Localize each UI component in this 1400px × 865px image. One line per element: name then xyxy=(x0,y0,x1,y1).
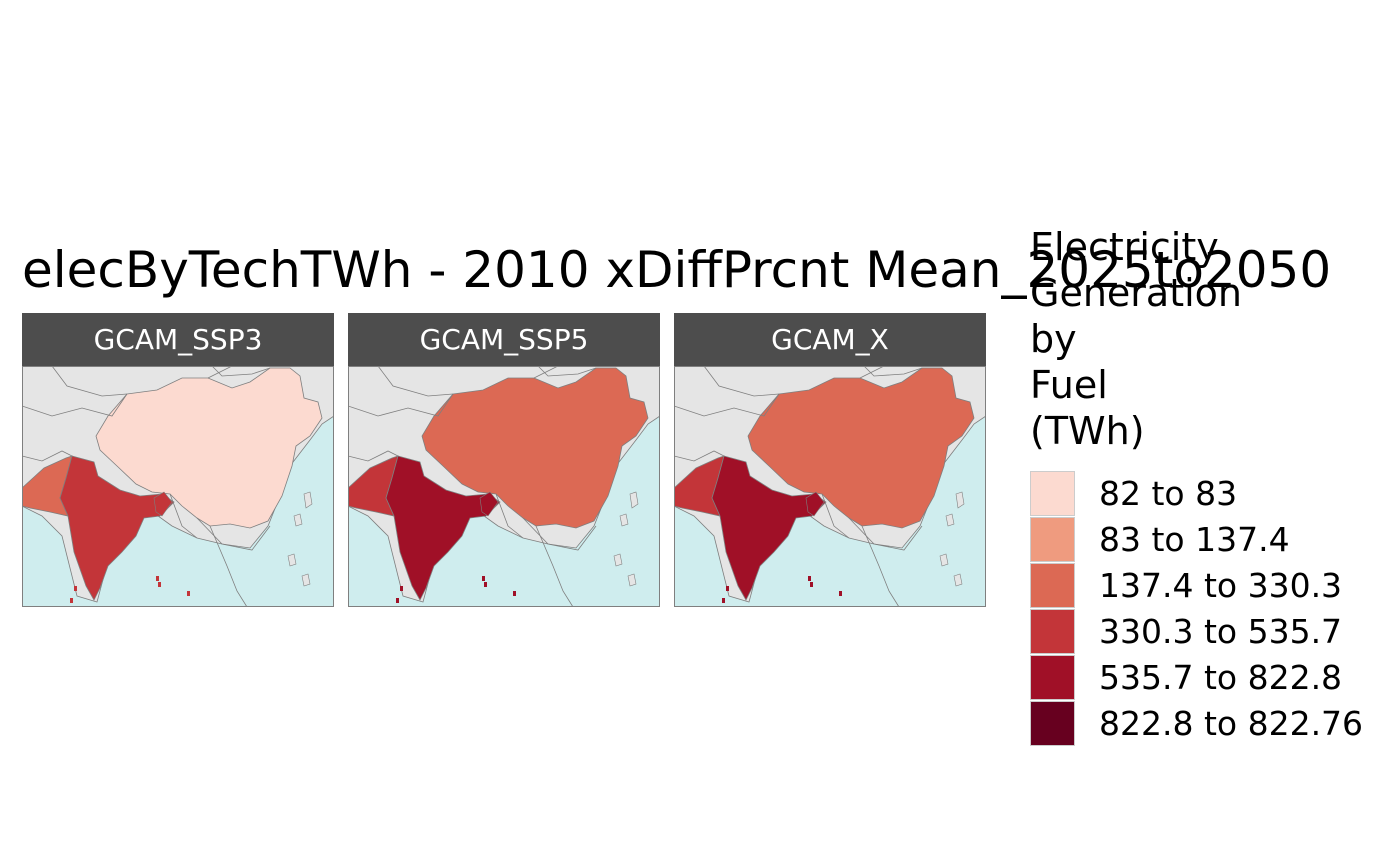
facet-map xyxy=(22,366,334,607)
legend-swatch xyxy=(1030,701,1075,746)
legend-label: 82 to 83 xyxy=(1099,474,1238,513)
island-marker xyxy=(726,586,729,591)
country-border xyxy=(169,493,198,539)
country-border xyxy=(863,366,923,377)
legend-title: Electricity Generation by Fuel (TWh) xyxy=(1030,224,1242,454)
country-border xyxy=(674,393,780,417)
island-marker xyxy=(722,598,725,603)
island-marker xyxy=(158,582,161,587)
region-india xyxy=(711,455,827,601)
island-marker xyxy=(156,576,159,581)
legend-item: 83 to 137.4 xyxy=(1030,517,1370,563)
region-china xyxy=(747,367,975,529)
panel-frame xyxy=(674,366,986,607)
legend-label: 83 to 137.4 xyxy=(1099,520,1290,559)
facet-strip-label: GCAM_SSP5 xyxy=(348,313,660,366)
region-taiwan xyxy=(629,491,639,509)
island-marker xyxy=(396,598,399,603)
panel-frame xyxy=(22,366,334,607)
region-taiwan xyxy=(955,491,965,509)
legend-item: 822.8 to 822.76 xyxy=(1030,701,1370,747)
legend-label: 822.8 to 822.76 xyxy=(1099,704,1364,743)
facet-strip-label: GCAM_X xyxy=(674,313,986,366)
legend-item: 535.7 to 822.8 xyxy=(1030,655,1370,701)
facet-panel: GCAM_SSP5 xyxy=(348,313,660,607)
legend-label: 535.7 to 822.8 xyxy=(1099,658,1343,697)
country-border xyxy=(196,517,271,551)
legend-title-line: Fuel xyxy=(1030,363,1108,407)
legend-swatch xyxy=(1030,517,1075,562)
island-marker xyxy=(187,591,190,596)
legend-swatch xyxy=(1030,471,1075,516)
island-marker xyxy=(482,576,485,581)
legend-title-line: (TWh) xyxy=(1030,409,1145,453)
region-india xyxy=(385,455,501,601)
island-region xyxy=(939,513,963,587)
region-china xyxy=(421,367,649,529)
legend-swatch xyxy=(1030,563,1075,608)
panel-frame xyxy=(348,366,660,607)
region-bangladesh xyxy=(153,491,173,517)
island-marker xyxy=(400,586,403,591)
legend-title-line: Electricity xyxy=(1030,225,1219,269)
country-border xyxy=(207,366,233,379)
legend-label: 137.4 to 330.3 xyxy=(1099,566,1343,605)
country-border xyxy=(211,366,271,377)
facet-panel: GCAM_X xyxy=(674,313,986,607)
country-border xyxy=(377,366,454,397)
country-border xyxy=(209,525,248,607)
country-border xyxy=(821,493,850,539)
island-marker xyxy=(810,582,813,587)
island-marker xyxy=(484,582,487,587)
country-border xyxy=(533,366,559,379)
country-border xyxy=(495,493,524,539)
country-border xyxy=(861,525,900,607)
country-border xyxy=(348,450,399,462)
region-china xyxy=(95,367,323,529)
map-legend: Electricity Generation by Fuel (TWh) 82 … xyxy=(1030,224,1363,746)
facet-map xyxy=(674,366,986,607)
legend-swatch xyxy=(1030,609,1075,654)
legend-title-line: by xyxy=(1030,317,1077,361)
region-india xyxy=(59,455,175,601)
country-border xyxy=(51,366,128,397)
island-marker xyxy=(70,598,73,603)
legend-item: 137.4 to 330.3 xyxy=(1030,563,1370,609)
region-bangladesh xyxy=(479,491,499,517)
facet-strip-label: GCAM_SSP3 xyxy=(22,313,334,366)
country-border xyxy=(703,366,780,397)
country-border xyxy=(348,393,454,417)
legend-item: 82 to 83 xyxy=(1030,471,1370,517)
island-region xyxy=(613,513,637,587)
facet-panel: GCAM_SSP3 xyxy=(22,313,334,607)
island-marker xyxy=(808,576,811,581)
island-marker xyxy=(74,586,77,591)
country-border xyxy=(22,450,73,462)
country-border xyxy=(848,517,923,551)
legend-title-line: Generation xyxy=(1030,271,1242,315)
legend-label: 330.3 to 535.7 xyxy=(1099,612,1343,651)
country-border xyxy=(22,393,128,417)
region-bangladesh xyxy=(805,491,825,517)
country-border xyxy=(537,366,597,377)
island-marker xyxy=(513,591,516,596)
facet-map xyxy=(348,366,660,607)
country-border xyxy=(674,450,725,462)
country-border xyxy=(522,517,597,551)
country-border xyxy=(535,525,574,607)
island-marker xyxy=(839,591,842,596)
legend-swatch xyxy=(1030,655,1075,700)
region-taiwan xyxy=(303,491,313,509)
legend-item: 330.3 to 535.7 xyxy=(1030,609,1370,655)
country-border xyxy=(859,366,885,379)
map-title: elecByTechTWh - 2010 xDiffPrcnt Mean_202… xyxy=(22,241,1332,299)
island-region xyxy=(287,513,311,587)
